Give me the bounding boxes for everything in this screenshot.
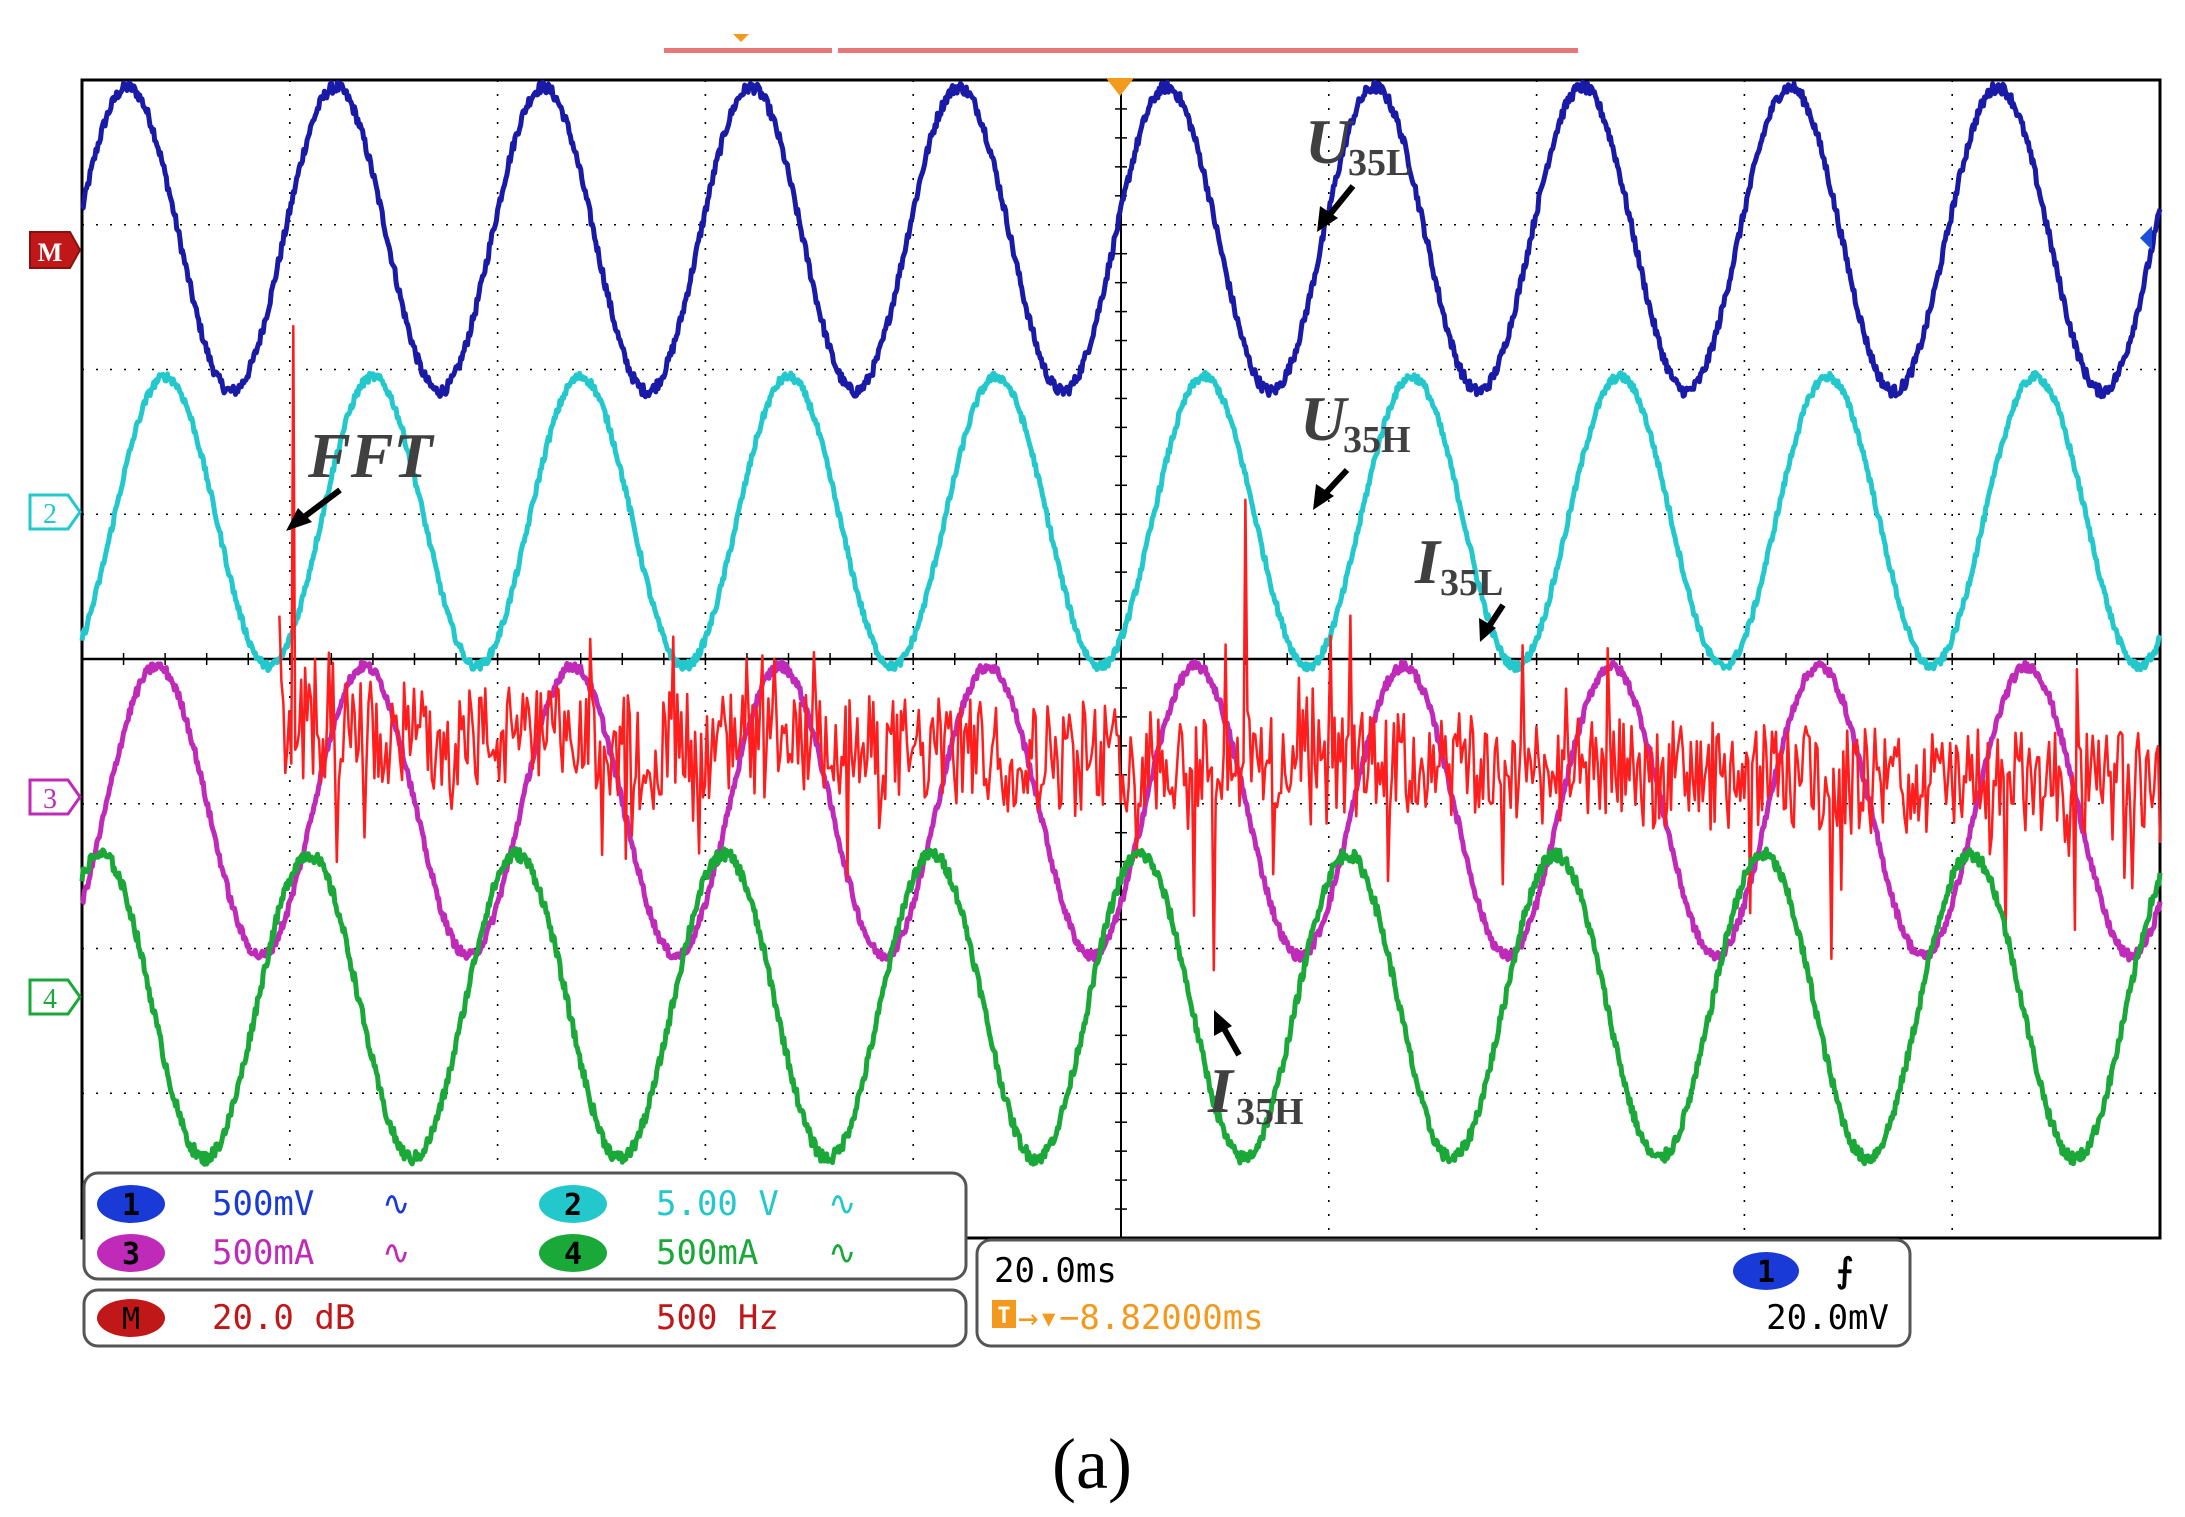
record-position-bar: [664, 34, 1578, 53]
annotation-fft-arrowhead: [286, 508, 312, 531]
annotation-u35l-main: U: [1305, 106, 1354, 177]
trigger-t-label: T: [997, 1304, 1010, 1329]
series-u35h-trace: [79, 370, 2162, 673]
math-settings-panel: M 20.0 dB 500 Hz: [82, 1288, 968, 1348]
math-scale: 20.0 dB: [212, 1298, 355, 1338]
series-u35l-trace: [80, 79, 2163, 400]
figure-caption: (a): [1052, 1424, 1132, 1504]
trigger-level: 20.0mV: [1766, 1298, 1889, 1338]
ch2-badge: [539, 1185, 607, 1223]
math-badge-label: M: [122, 1302, 140, 1337]
record-trigger-marker: [733, 34, 749, 42]
annotation-i35h: I 35H: [1207, 1010, 1304, 1133]
ch3-badge-number: 3: [122, 1237, 140, 1272]
ch3-badge: [97, 1234, 165, 1272]
ch1-setting: 1 500mV ∿: [97, 1184, 411, 1224]
trigger-source-number: 1: [1757, 1255, 1775, 1290]
trigger-t-icon: [992, 1300, 1016, 1328]
record-bar-left-segment: [664, 48, 832, 53]
annotation-i35h-main: I: [1207, 1055, 1235, 1126]
ch1-scale: 500mV: [212, 1184, 314, 1224]
ch2-coupling-icon: ∿: [828, 1184, 857, 1224]
series-i35l-trace: [80, 659, 2163, 963]
ch1-coupling-icon: ∿: [382, 1184, 411, 1224]
trigger-slope-icon: ⨍: [1836, 1251, 1854, 1291]
ch4-scale: 500mA: [656, 1233, 758, 1273]
ch3-setting: 3 500mA ∿: [97, 1233, 411, 1273]
annotation-i35l-sub: 35L: [1440, 562, 1503, 604]
math-marker-label: M: [38, 238, 63, 267]
waveforms: [79, 79, 2163, 1167]
trigger-position-marker: [1106, 78, 1134, 96]
ch3-marker: 3: [28, 778, 82, 816]
annotation-u35h-main: U: [1300, 383, 1349, 454]
ch4-badge: [539, 1234, 607, 1272]
graticule: [80, 78, 2162, 1240]
annotations: FFT U 35L U 35H I 35L I 35H: [286, 106, 1506, 1133]
math-badge: [97, 1299, 165, 1337]
ch4-coupling-icon: ∿: [828, 1233, 857, 1273]
math-span: 500 Hz: [656, 1298, 779, 1338]
annotation-u35h-sub: 35H: [1343, 419, 1411, 461]
ch1-badge: [97, 1185, 165, 1223]
annotation-fft: FFT: [286, 420, 435, 531]
ch4-badge-number: 4: [564, 1237, 582, 1272]
ch2-badge-number: 2: [564, 1188, 582, 1223]
annotation-i35l-main: I: [1414, 526, 1442, 597]
annotation-u35l: U 35L: [1305, 106, 1411, 232]
ch3-coupling-icon: ∿: [382, 1233, 411, 1273]
series-fft-trace: [278, 324, 2162, 972]
ch2-marker: 2: [28, 493, 82, 531]
annotation-fft-label: FFT: [307, 420, 435, 491]
annotation-i35l: I 35L: [1414, 526, 1506, 642]
ch1-trigger-level-marker: [2140, 226, 2152, 250]
ch4-setting: 4 500mA ∿: [539, 1233, 857, 1273]
ch3-scale: 500mA: [212, 1233, 314, 1273]
annotation-i35l-arrowhead: [1479, 618, 1496, 642]
channel-markers: M 2 3 4: [28, 231, 82, 1016]
channel-settings-panel: 1 500mV ∿ 2 5.00 V ∿ 3 500mA ∿ 4 500mA ∿: [82, 1171, 968, 1281]
ch4-marker: 4: [28, 978, 82, 1016]
time-per-div: 20.0ms: [994, 1251, 1117, 1291]
ch1-badge-number: 1: [122, 1188, 140, 1223]
ch2-scale: 5.00 V: [656, 1184, 779, 1224]
ch4-marker-label: 4: [43, 984, 57, 1015]
annotation-u35h-arrowhead: [1313, 484, 1334, 510]
ch2-marker-label: 2: [43, 499, 57, 530]
ch2-setting: 2 5.00 V ∿: [539, 1184, 857, 1224]
trigger-position: →▾−8.82000ms: [1018, 1298, 1264, 1338]
annotation-u35h: U 35H: [1300, 383, 1411, 510]
annotation-u35l-arrowhead: [1317, 206, 1338, 232]
timebase-trigger-panel: 20.0ms 1 ⨍ T →▾−8.82000ms 20.0mV: [975, 1238, 1912, 1348]
annotation-i35h-arrowhead: [1214, 1010, 1232, 1036]
ch3-marker-label: 3: [43, 784, 57, 815]
record-bar-right-segment: [838, 48, 1578, 53]
math-channel-marker: M: [29, 231, 82, 269]
annotation-i35h-sub: 35H: [1236, 1091, 1304, 1133]
series-i35h-trace: [79, 846, 2163, 1167]
annotation-u35l-sub: 35L: [1348, 142, 1411, 184]
trigger-source-badge: [1733, 1252, 1799, 1290]
